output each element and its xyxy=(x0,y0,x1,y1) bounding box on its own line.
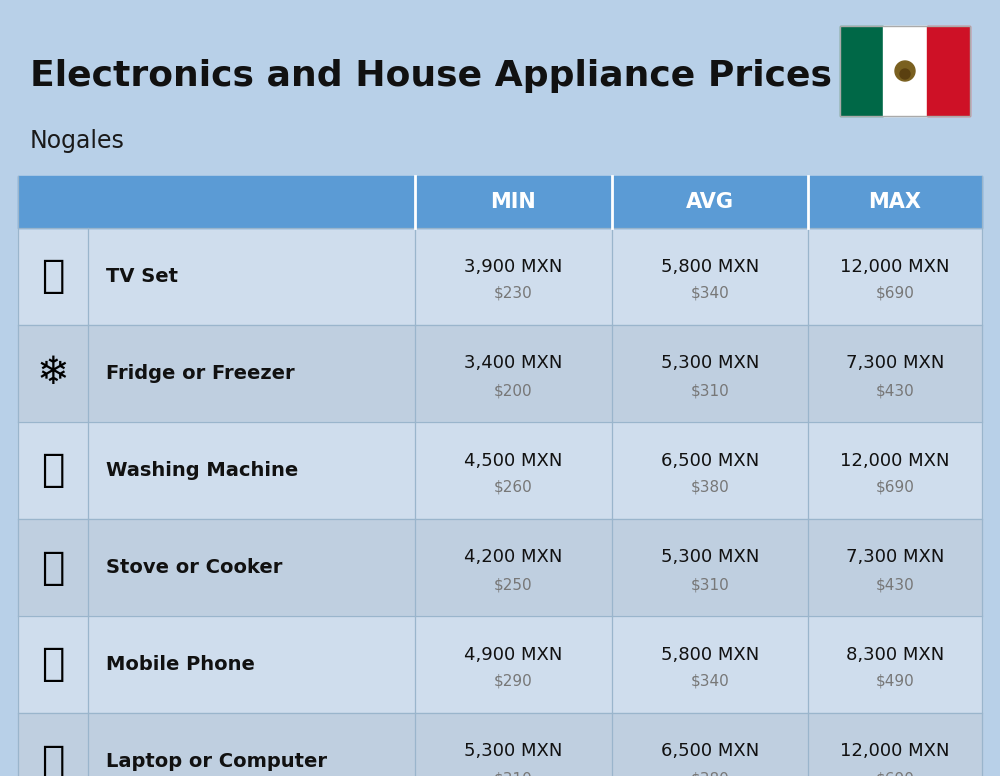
Text: 4,900 MXN: 4,900 MXN xyxy=(464,646,563,663)
Bar xyxy=(927,26,970,116)
Text: 5,300 MXN: 5,300 MXN xyxy=(661,549,759,566)
Text: $200: $200 xyxy=(494,383,533,398)
Text: 5,300 MXN: 5,300 MXN xyxy=(464,743,563,760)
Text: 7,300 MXN: 7,300 MXN xyxy=(846,355,944,372)
Bar xyxy=(840,26,883,116)
Text: 📦: 📦 xyxy=(41,452,65,490)
Text: Washing Machine: Washing Machine xyxy=(106,461,298,480)
Text: $290: $290 xyxy=(494,674,533,689)
Text: $690: $690 xyxy=(876,771,914,776)
Text: 📱: 📱 xyxy=(41,646,65,684)
Text: 5,800 MXN: 5,800 MXN xyxy=(661,258,759,275)
Text: Fridge or Freezer: Fridge or Freezer xyxy=(106,364,295,383)
Text: ❄️: ❄️ xyxy=(37,355,69,393)
Bar xyxy=(18,325,982,422)
Text: $340: $340 xyxy=(691,674,729,689)
Text: $310: $310 xyxy=(691,577,729,592)
Text: Stove or Cooker: Stove or Cooker xyxy=(106,558,282,577)
Text: $230: $230 xyxy=(494,286,533,301)
Text: Electronics and House Appliance Prices: Electronics and House Appliance Prices xyxy=(30,59,832,93)
Text: $690: $690 xyxy=(876,480,914,495)
Text: 3,400 MXN: 3,400 MXN xyxy=(464,355,563,372)
Text: $380: $380 xyxy=(691,480,729,495)
Text: $490: $490 xyxy=(876,674,914,689)
Text: 4,200 MXN: 4,200 MXN xyxy=(464,549,563,566)
Text: $340: $340 xyxy=(691,286,729,301)
Bar xyxy=(883,26,927,116)
Text: MIN: MIN xyxy=(491,192,536,212)
Text: $250: $250 xyxy=(494,577,533,592)
Text: Nogales: Nogales xyxy=(30,129,125,153)
Text: $430: $430 xyxy=(876,383,914,398)
Bar xyxy=(18,713,982,776)
Text: $310: $310 xyxy=(691,383,729,398)
Text: 8,300 MXN: 8,300 MXN xyxy=(846,646,944,663)
Text: 5,800 MXN: 5,800 MXN xyxy=(661,646,759,663)
Text: TV Set: TV Set xyxy=(106,267,178,286)
Text: 6,500 MXN: 6,500 MXN xyxy=(661,743,759,760)
Text: Mobile Phone: Mobile Phone xyxy=(106,655,255,674)
Text: 7,300 MXN: 7,300 MXN xyxy=(846,549,944,566)
Text: $260: $260 xyxy=(494,480,533,495)
Text: 12,000 MXN: 12,000 MXN xyxy=(840,743,950,760)
Text: $690: $690 xyxy=(876,286,914,301)
Text: 4,500 MXN: 4,500 MXN xyxy=(464,452,563,469)
Text: $310: $310 xyxy=(494,771,533,776)
Circle shape xyxy=(900,69,910,79)
Bar xyxy=(18,176,982,228)
Bar xyxy=(18,422,982,519)
Text: 6,500 MXN: 6,500 MXN xyxy=(661,452,759,469)
Bar xyxy=(840,26,970,116)
Text: 3,900 MXN: 3,900 MXN xyxy=(464,258,563,275)
Bar xyxy=(18,616,982,713)
Text: 12,000 MXN: 12,000 MXN xyxy=(840,452,950,469)
Text: 💻: 💻 xyxy=(41,743,65,776)
Text: MAX: MAX xyxy=(868,192,922,212)
Text: 12,000 MXN: 12,000 MXN xyxy=(840,258,950,275)
Text: 5,300 MXN: 5,300 MXN xyxy=(661,355,759,372)
Bar xyxy=(18,228,982,325)
Circle shape xyxy=(895,61,915,81)
Text: $430: $430 xyxy=(876,577,914,592)
Text: $380: $380 xyxy=(691,771,729,776)
Bar xyxy=(840,26,970,116)
Text: Laptop or Computer: Laptop or Computer xyxy=(106,752,327,771)
Text: 📺: 📺 xyxy=(41,258,65,296)
Text: 🔥: 🔥 xyxy=(41,549,65,587)
Text: AVG: AVG xyxy=(686,192,734,212)
Bar xyxy=(18,519,982,616)
